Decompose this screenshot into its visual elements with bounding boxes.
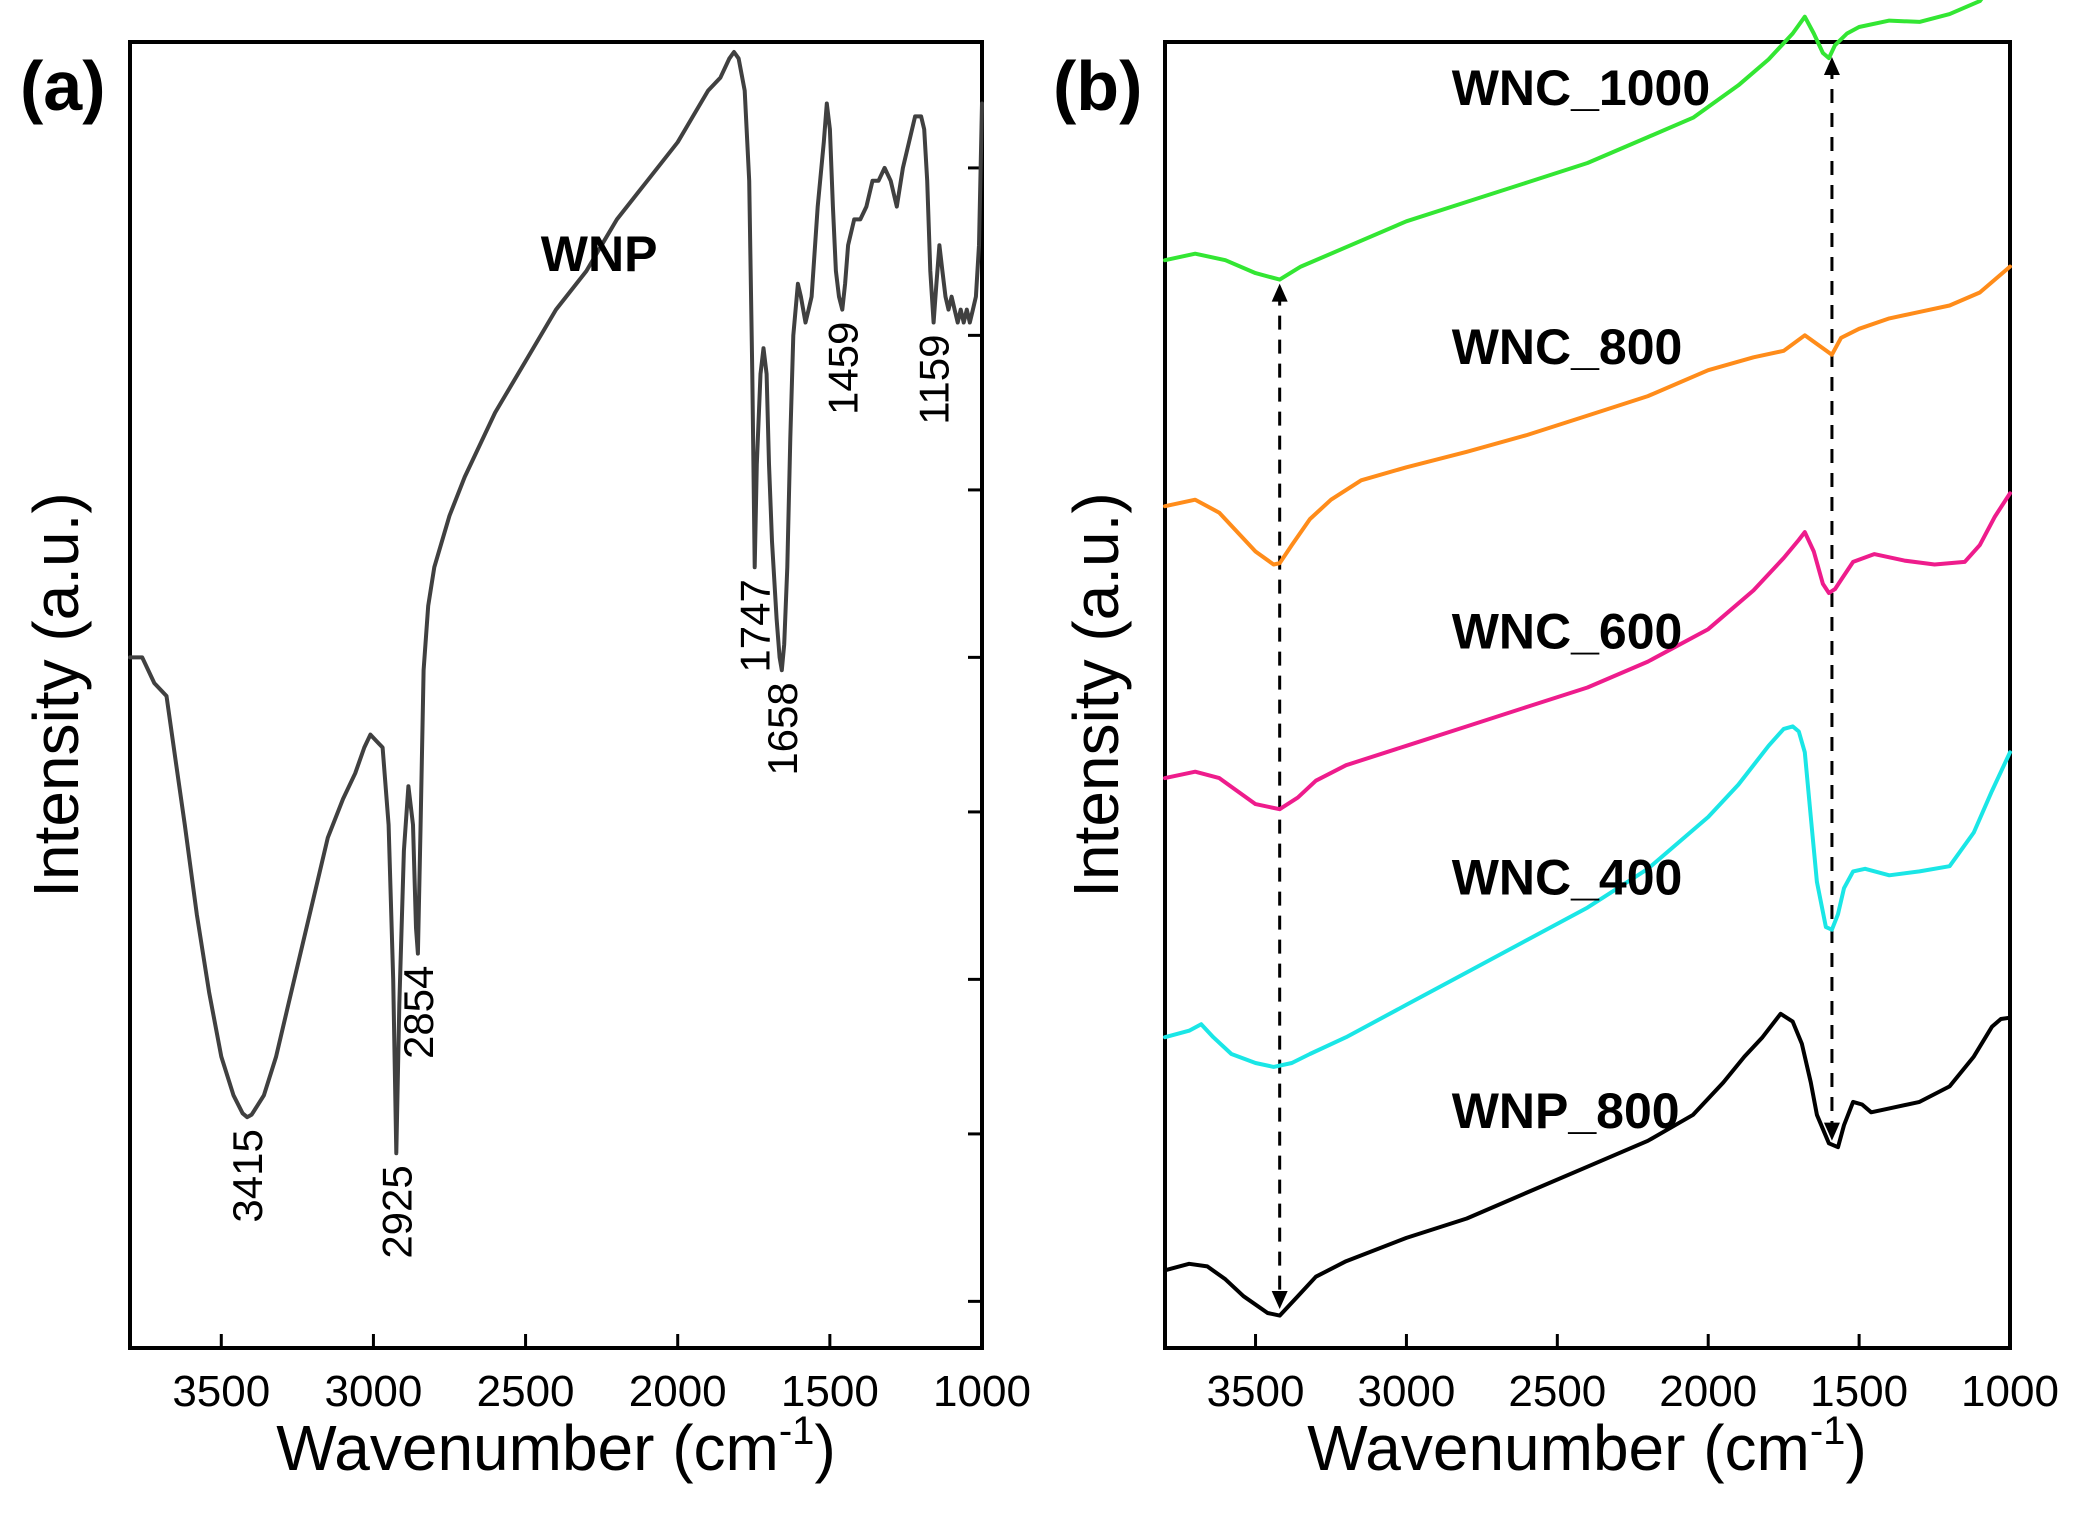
panel-a-frame xyxy=(128,40,984,1350)
x-tick-label: 1000 xyxy=(1961,1367,2059,1416)
guide-arrow-head-up xyxy=(1271,283,1288,302)
series-label-wnp_800: WNP_800 xyxy=(1452,1083,1680,1139)
peak-label: 1747 xyxy=(732,579,779,672)
x-tick-label: 2000 xyxy=(629,1367,727,1416)
x-tick-label: 1500 xyxy=(781,1367,879,1416)
panel-a: (a) 3500 3000 2500 2000 1500 1000 WNP 3415 292… xyxy=(20,40,1031,1484)
x-tick-label: 1500 xyxy=(1810,1367,1908,1416)
x-tick-label: 3000 xyxy=(1357,1367,1455,1416)
series-line-wnp xyxy=(128,50,984,1156)
panel-b-series: WNC_1000 WNC_800 WNC_600 WNC_400 WNP_800 xyxy=(1163,0,2012,1318)
guide-arrow-head-down xyxy=(1823,1122,1840,1141)
x-tick-label: 2500 xyxy=(1508,1367,1606,1416)
panel-b: (b) 3500 3000 2500 2000 1500 1000 WNC_1000WNC… xyxy=(1053,0,2059,1484)
guide-arrow-head-up xyxy=(1823,56,1840,75)
panel-b-y-axis-title: Intensity (a.u.) xyxy=(1060,492,1132,898)
panel-a-x-tick-labels: 3500 3000 2500 2000 1500 1000 xyxy=(172,1367,1031,1416)
peak-label: 2925 xyxy=(373,1165,420,1258)
x-tick-label: 3500 xyxy=(172,1367,270,1416)
peak-label: 1159 xyxy=(911,334,958,424)
x-tick-label: 2500 xyxy=(477,1367,575,1416)
panel-a-y-axis-title: Intensity (a.u.) xyxy=(20,492,92,898)
x-tick-label: 3000 xyxy=(324,1367,422,1416)
panel-b-x-axis-title: Wavenumber (cm-1) xyxy=(1307,1409,1867,1484)
panel-b-x-tick-labels: 3500 3000 2500 2000 1500 1000 xyxy=(1207,1367,2059,1416)
panel-a-series: WNP xyxy=(128,50,984,1156)
series-line-wnc_800 xyxy=(1163,264,2012,567)
peak-label: 1459 xyxy=(819,322,866,415)
panel-a-y-ticks xyxy=(968,166,982,1303)
series-label-wnc_600: WNC_600 xyxy=(1452,604,1683,660)
series-label-wnp: WNP xyxy=(541,226,658,282)
panel-a-x-axis-title: Wavenumber (cm-1) xyxy=(276,1409,836,1484)
panel-b-frame xyxy=(1163,40,2012,1350)
series-line-wnc_600 xyxy=(1163,491,2012,812)
series-label-wnc_1000: WNC_1000 xyxy=(1452,60,1710,116)
panel-b-label: (b) xyxy=(1053,47,1142,125)
peak-label: 2854 xyxy=(395,966,442,1059)
guide-arrow-head-down xyxy=(1271,1290,1288,1309)
x-tick-label: 2000 xyxy=(1659,1367,1757,1416)
panel-a-x-ticks xyxy=(219,1334,984,1348)
series-line-wnc_400 xyxy=(1163,724,2012,1069)
series-line-wnp_800 xyxy=(1163,1011,2012,1318)
series-line-wnc_1000 xyxy=(1163,0,1984,282)
panel-a-label: (a) xyxy=(20,47,106,125)
peak-label: 1658 xyxy=(759,682,806,775)
x-tick-label: 1000 xyxy=(933,1367,1031,1416)
panel-b-x-ticks xyxy=(1254,1334,2012,1348)
series-label-wnc_800: WNC_800 xyxy=(1452,319,1683,375)
panel-a-peak-annotations: 3415 2925 2854 1747 1658 1459 1159 xyxy=(224,322,957,1259)
peak-label: 3415 xyxy=(224,1129,271,1222)
x-tick-label: 3500 xyxy=(1207,1367,1305,1416)
panel-b-guide-arrows xyxy=(1271,56,1840,1309)
series-label-wnc_400: WNC_400 xyxy=(1452,850,1683,906)
